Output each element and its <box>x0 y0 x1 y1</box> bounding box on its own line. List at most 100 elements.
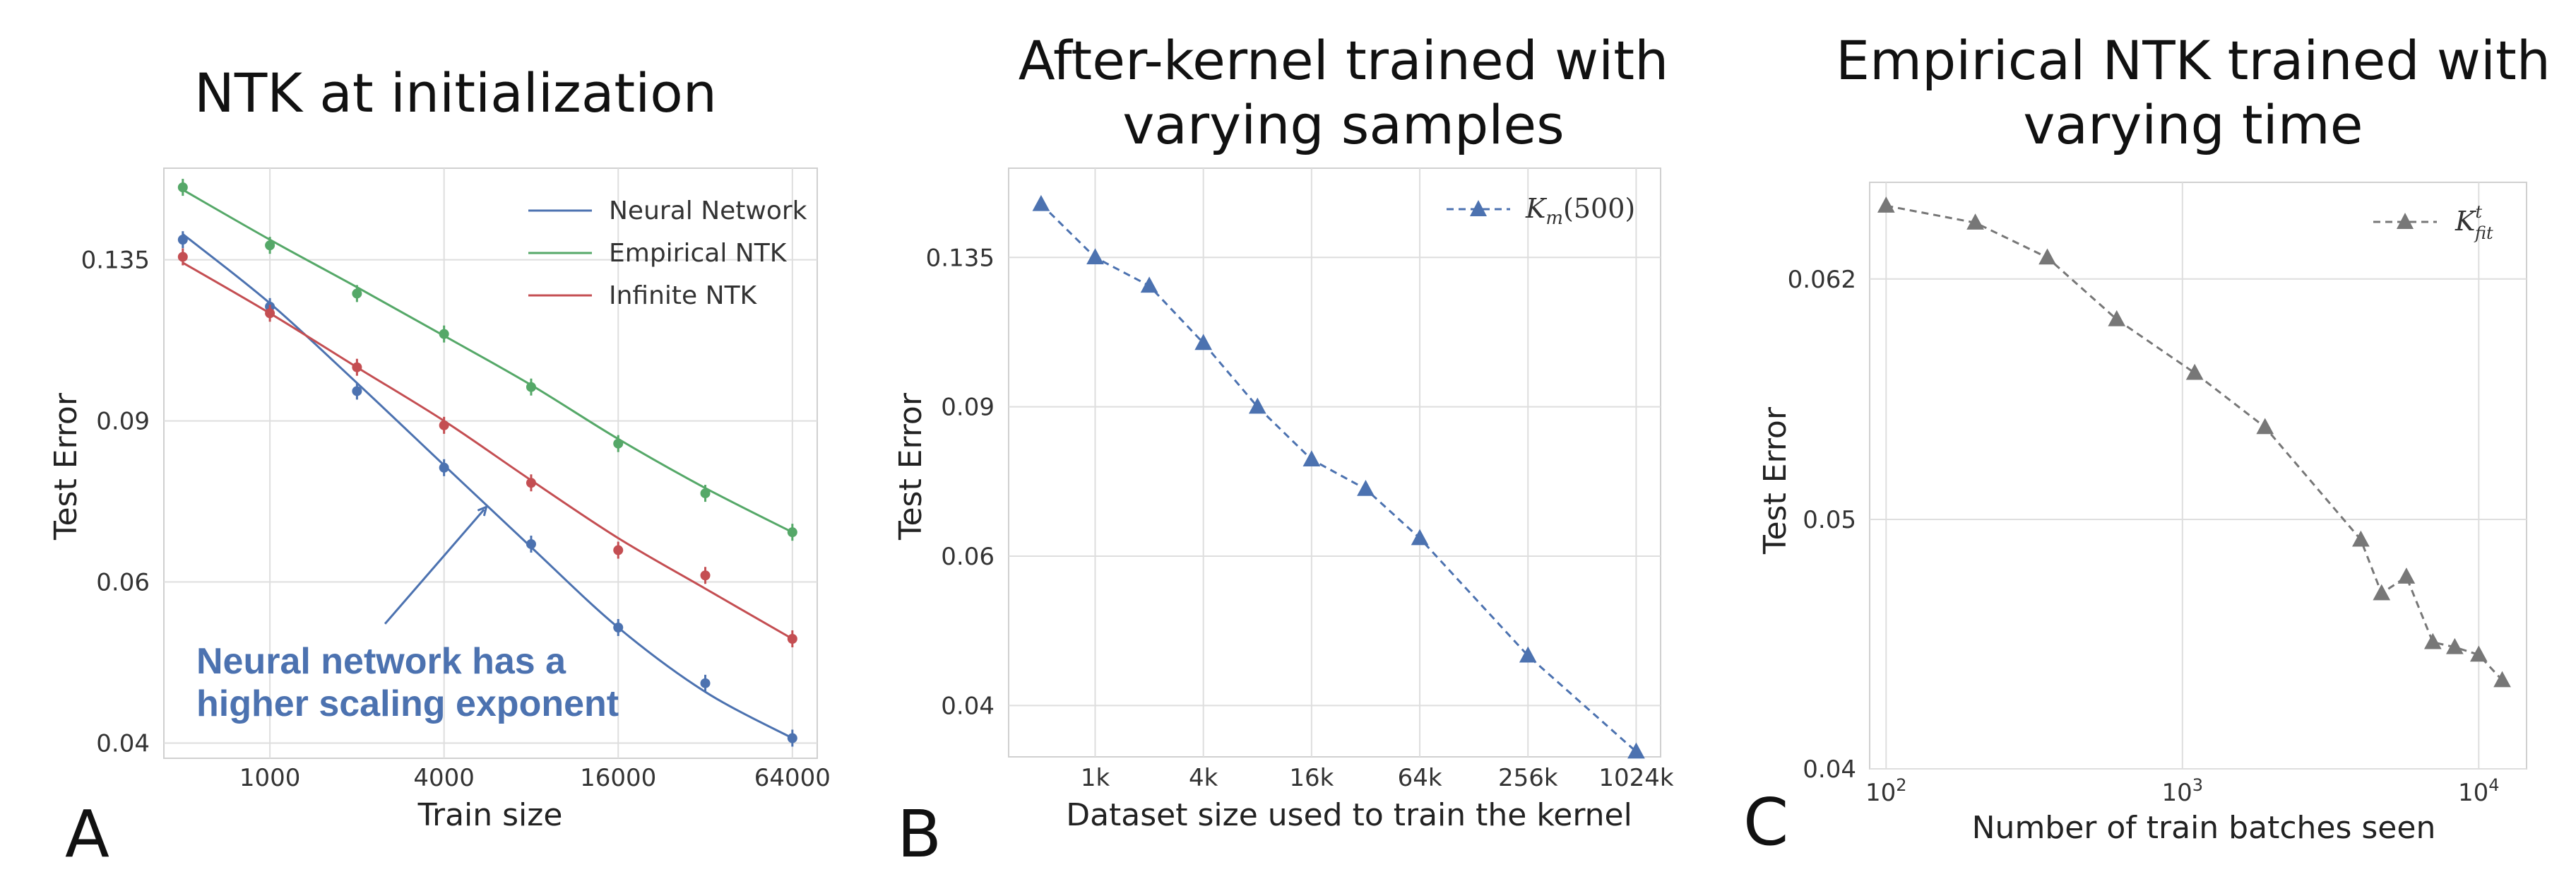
data-point-empirical-ntk <box>439 329 449 339</box>
annotation-text-line-1: Neural network has a <box>196 641 566 682</box>
legend-marker-km500 <box>1470 200 1487 216</box>
data-point-empirical-ntk <box>700 488 711 499</box>
chart-b-y-tick: 0.135 <box>926 244 995 272</box>
legend-label-subscript: fit <box>2474 223 2493 243</box>
data-point-infinite-ntk <box>700 570 711 581</box>
data-point-infinite-ntk <box>352 362 362 372</box>
series-line-empirical-ntk <box>182 189 793 534</box>
data-point-k-m-500 <box>1627 742 1645 759</box>
chart-a-series <box>177 179 797 747</box>
data-point-k-t-fit <box>2108 310 2126 326</box>
data-point-empirical-ntk <box>265 240 275 251</box>
data-point-k-t-fit <box>2038 248 2056 265</box>
chart-c-legend: Kt fit <box>2373 202 2493 243</box>
chart-b-x-tick: 16k <box>1289 764 1334 792</box>
chart-c-x-tick-base: 10 <box>2458 779 2488 807</box>
chart-c-series <box>1877 196 2511 688</box>
data-point-k-m-500 <box>1519 646 1537 663</box>
data-point-neural-network <box>352 386 362 396</box>
data-point-neural-network <box>526 538 536 549</box>
chart-a-legend: Neural Network Empirical NTK Infinite NT… <box>528 196 807 310</box>
chart-b-title-line-2: varying samples <box>1122 93 1564 156</box>
chart-c-y-tick: 0.05 <box>1803 506 1856 534</box>
data-point-neural-network <box>787 733 797 743</box>
data-point-k-m-500 <box>1357 479 1375 496</box>
legend-label-subscript: m <box>1545 208 1563 229</box>
chart-c-x-tick-exponent: 2 <box>1896 775 1906 795</box>
data-point-k-t-fit <box>2256 418 2274 435</box>
annotation-arrow <box>384 510 484 625</box>
chart-c: Empirical NTK trained with varying time … <box>1743 29 2551 860</box>
data-point-k-t-fit <box>2373 584 2391 601</box>
panel-label-c: C <box>1743 784 1788 860</box>
chart-a-y-tick: 0.04 <box>96 730 150 758</box>
data-point-neural-network <box>613 623 624 633</box>
chart-b-x-tick: 1024k <box>1598 764 1674 792</box>
data-point-k-m-500 <box>1086 248 1104 265</box>
chart-b-x-tick: 64k <box>1398 764 1442 792</box>
chart-a-y-tick: 0.09 <box>96 408 150 436</box>
data-point-neural-network <box>177 235 188 245</box>
chart-a-x-ticks: 1000 4000 16000 64000 <box>239 764 831 792</box>
chart-a-annotation: Neural network has a higher scaling expo… <box>196 510 619 724</box>
data-point-neural-network <box>439 462 449 473</box>
chart-c-x-tick-base: 10 <box>2162 779 2192 807</box>
legend-label-base: K <box>2455 206 2477 237</box>
data-point-k-t-fit <box>1877 196 1895 213</box>
legend-label-base: K <box>1525 193 1548 224</box>
chart-a-x-tick: 16000 <box>580 764 656 792</box>
data-point-k-t-fit <box>2423 632 2442 649</box>
chart-b-y-ticks: 0.04 0.06 0.09 0.135 <box>926 244 995 720</box>
legend-label-infinite-ntk: Infinite NTK <box>609 281 758 310</box>
data-point-k-t-fit <box>1966 213 1984 230</box>
data-point-k-m-500 <box>1302 450 1321 466</box>
data-point-neural-network <box>700 678 711 688</box>
chart-c-y-label: Test Error <box>1757 406 1793 555</box>
chart-b-legend: Km(500) <box>1447 193 1635 229</box>
chart-b-y-tick: 0.04 <box>941 692 995 720</box>
data-point-infinite-ntk <box>439 420 449 430</box>
data-point-empirical-ntk <box>352 288 362 299</box>
legend-marker-kfit <box>2397 213 2414 229</box>
chart-a-x-tick: 1000 <box>239 764 301 792</box>
data-point-k-t-fit <box>2469 645 2488 662</box>
chart-a-x-label: Train size <box>417 797 563 833</box>
chart-c-plot-area <box>1869 182 2527 770</box>
chart-b-x-ticks: 1k 4k 16k 64k 256k 1024k <box>1081 764 1674 792</box>
chart-c-x-tick-exponent: 4 <box>2488 775 2499 795</box>
chart-c-title-line-2: varying time <box>2023 93 2363 156</box>
chart-c-x-tick: 104 <box>2458 775 2500 807</box>
data-point-empirical-ntk <box>177 182 188 193</box>
chart-c-y-tick: 0.04 <box>1803 755 1856 784</box>
chart-b: After-kernel trained with varying sample… <box>893 29 1674 872</box>
chart-c-x-ticks: 102 103 104 <box>1865 775 2500 807</box>
chart-b-x-label: Dataset size used to train the kernel <box>1066 797 1632 833</box>
data-point-k-t-fit <box>2185 363 2204 380</box>
chart-a-x-tick: 4000 <box>413 764 475 792</box>
data-point-empirical-ntk <box>787 527 797 538</box>
data-point-k-t-fit <box>2446 637 2464 654</box>
chart-b-y-label: Test Error <box>893 392 929 541</box>
chart-c-x-tick: 102 <box>1865 775 1907 807</box>
annotation-text-line-2: higher scaling exponent <box>196 683 619 724</box>
chart-a-title: NTK at initialization <box>194 61 717 124</box>
data-point-k-m-500 <box>1194 334 1213 351</box>
chart-c-x-label: Number of train batches seen <box>1972 810 2436 846</box>
data-point-k-m-500 <box>1140 276 1158 293</box>
data-point-k-m-500 <box>1411 529 1429 546</box>
chart-b-x-tick: 1k <box>1081 764 1110 792</box>
chart-b-y-tick: 0.06 <box>941 543 995 571</box>
data-point-infinite-ntk <box>613 545 624 555</box>
chart-c-y-ticks: 0.04 0.05 0.062 <box>1788 266 1856 784</box>
data-point-k-m-500 <box>1248 397 1266 414</box>
chart-c-grid <box>1870 182 2527 770</box>
chart-a-x-tick: 64000 <box>754 764 831 792</box>
data-point-k-m-500 <box>1032 194 1050 211</box>
legend-label-km500: Km(500) <box>1525 193 1635 229</box>
legend-label-rest: (500) <box>1563 193 1635 224</box>
legend-label-superscript: t <box>2475 202 2482 222</box>
data-point-empirical-ntk <box>613 438 624 449</box>
chart-b-x-tick: 4k <box>1189 764 1218 792</box>
chart-c-y-tick: 0.062 <box>1788 266 1856 294</box>
data-point-empirical-ntk <box>526 382 536 392</box>
